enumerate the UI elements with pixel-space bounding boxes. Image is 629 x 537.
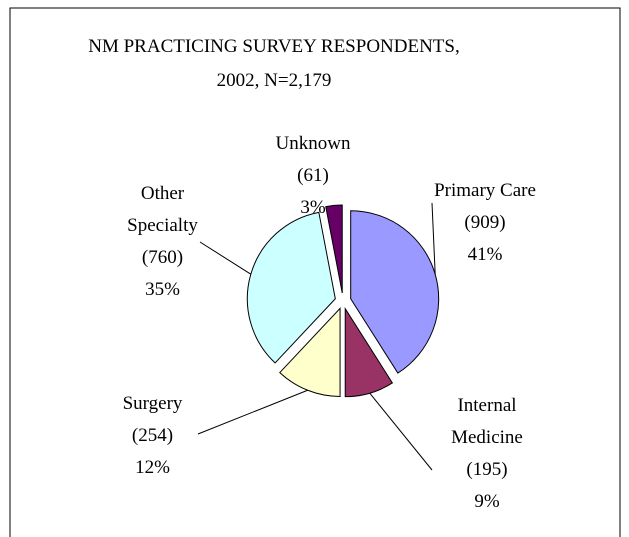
slice-label: Unknown (61) 3%	[268, 128, 358, 224]
count-label: (909)	[464, 212, 506, 233]
slice-label: Surgery (254) 12%	[105, 388, 200, 484]
count-label: (254)	[131, 425, 174, 446]
slice-label: Internal Medicine (195) 9%	[432, 390, 542, 518]
category-label: Other Specialty	[127, 183, 198, 236]
count-label: (760)	[141, 247, 184, 268]
slice-label: Other Specialty (760) 35%	[115, 178, 210, 306]
leader-line	[199, 241, 252, 275]
leader-line	[197, 389, 308, 435]
value-label: 9%	[474, 491, 500, 512]
frame	[9, 7, 621, 537]
slice-label: Primary Care (909) 41%	[420, 175, 550, 271]
value-label: 12%	[135, 457, 170, 478]
pie-slice	[325, 204, 343, 294]
value-label: 41%	[467, 244, 503, 265]
category-label: Internal Medicine	[451, 395, 523, 448]
count-label: (61)	[297, 165, 329, 186]
chart-title: NM PRACTICING SURVEY RESPONDENTS, 2002, …	[88, 36, 460, 91]
category-label: Primary Care	[434, 180, 536, 201]
value-label: 35%	[145, 279, 180, 300]
leader-line	[369, 392, 433, 471]
pie-slice	[350, 210, 440, 374]
category-label: Unknown	[275, 133, 351, 154]
leader-line	[431, 202, 436, 275]
pie-slice	[344, 306, 394, 398]
pie-slice	[246, 211, 336, 364]
value-label: 3%	[300, 197, 326, 218]
count-label: (195)	[466, 459, 508, 480]
pie-slice	[279, 307, 341, 397]
category-label: Surgery	[122, 393, 183, 414]
